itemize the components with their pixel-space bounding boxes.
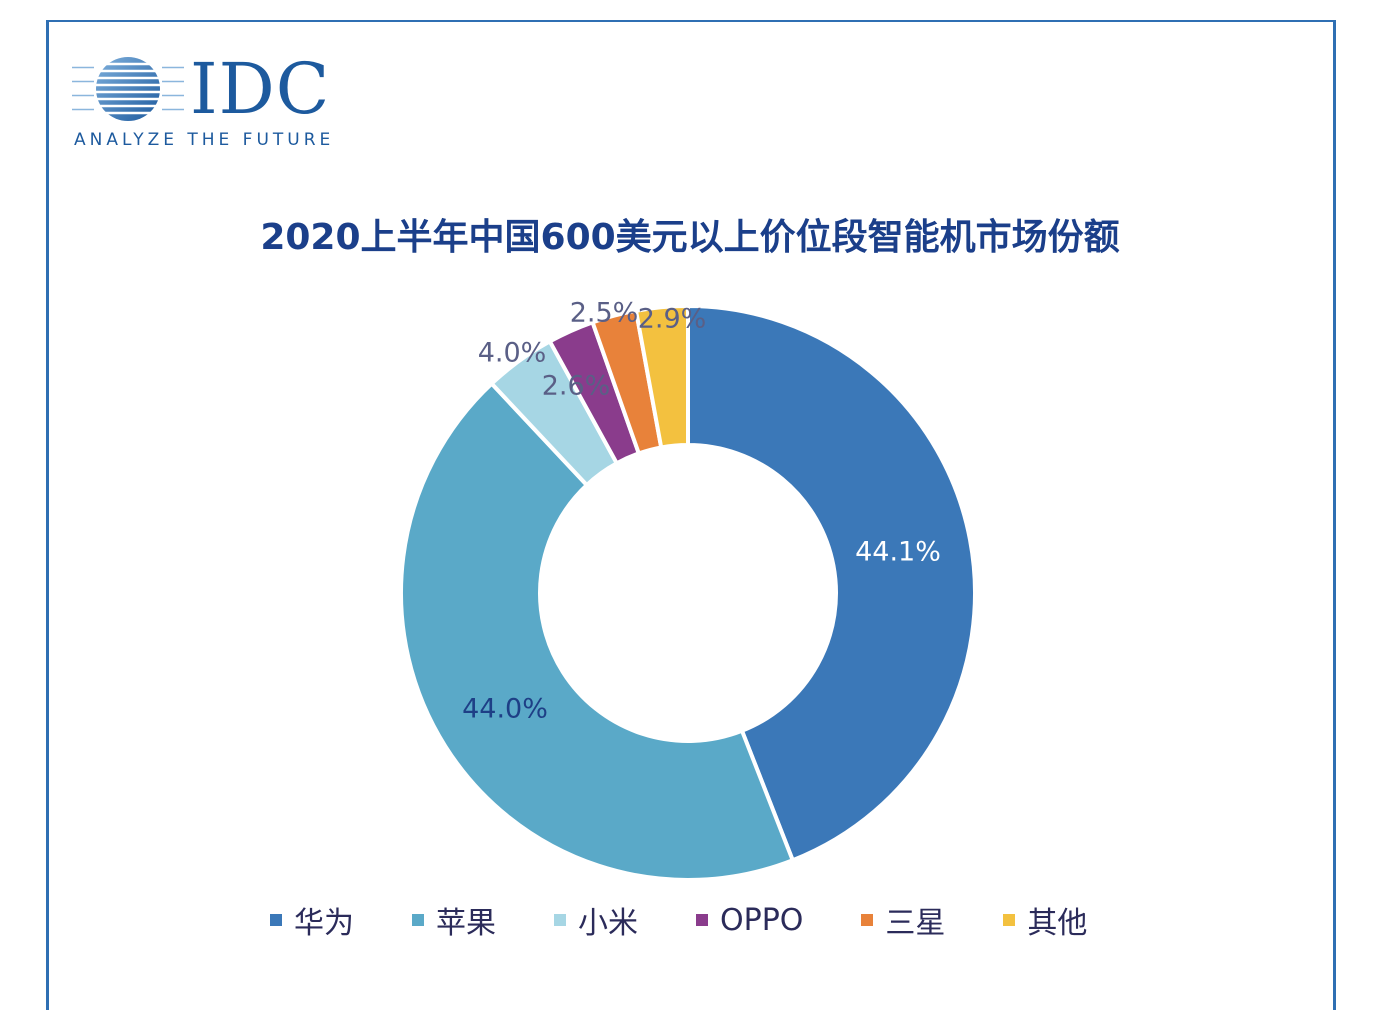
legend-item-华为: 华为 — [270, 898, 354, 942]
legend-item-oppo: OPPO — [696, 898, 803, 942]
legend-label-华为: 华为 — [294, 906, 354, 941]
legend-item-三星: 三星 — [861, 898, 945, 942]
legend-label-其他: 其他 — [1027, 906, 1088, 941]
legend-label-小米: 小米 — [578, 906, 638, 941]
legend-label-三星: 三星 — [885, 906, 946, 941]
data-label-其他: 2.9% — [638, 304, 707, 335]
legend-item-苹果: 苹果 — [412, 898, 496, 942]
globe-icon — [72, 57, 184, 121]
data-label-苹果: 44.0% — [462, 694, 548, 725]
data-label-华为: 44.1% — [855, 537, 941, 568]
legend-swatch-小米 — [554, 914, 566, 926]
legend-swatch-其他 — [1003, 914, 1016, 926]
chart-legend: 华为 苹果 小米 OPPO 三星 其他 — [270, 898, 1145, 942]
idc-logo: IDC ANALYZE THE FUTURE — [72, 52, 362, 162]
logo-tagline: ANALYZE THE FUTURE — [74, 130, 335, 150]
data-label-三星: 2.5% — [570, 298, 639, 329]
chart-frame — [46, 20, 1336, 1010]
legend-swatch-华为 — [270, 914, 282, 926]
data-label-oppo: 2.6% — [542, 371, 611, 402]
legend-swatch-oppo — [696, 914, 708, 926]
legend-item-其他: 其他 — [1003, 898, 1087, 942]
logo-wordmark: IDC — [190, 48, 331, 130]
legend-item-小米: 小米 — [554, 898, 638, 942]
data-label-小米: 4.0% — [478, 338, 547, 369]
legend-swatch-三星 — [861, 914, 874, 926]
slice-华为 — [686, 303, 977, 863]
slice-苹果 — [399, 380, 796, 882]
legend-label-oppo: OPPO — [720, 902, 804, 938]
chart-title: 2020上半年中国600美元以上价位段智能机市场份额 — [260, 217, 1120, 258]
slice-其他 — [633, 303, 690, 450]
legend-swatch-苹果 — [412, 914, 424, 926]
legend-label-苹果: 苹果 — [436, 906, 496, 941]
